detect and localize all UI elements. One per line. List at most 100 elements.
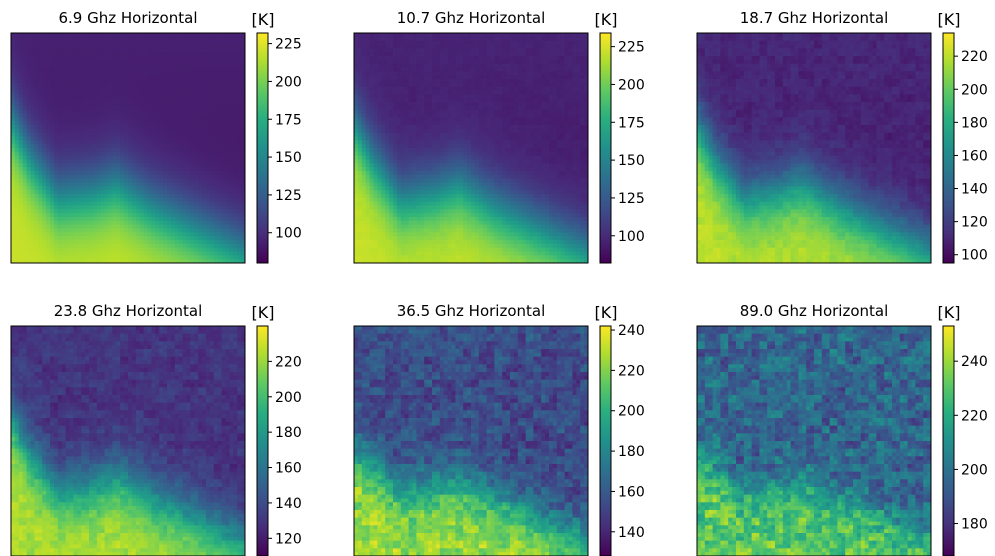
heatmap-cell	[396, 44, 402, 49]
heatmap-cell	[120, 75, 125, 80]
heatmap-cell	[159, 220, 164, 226]
heatmap-cell	[381, 75, 386, 80]
heatmap-cell	[139, 243, 145, 249]
heatmap-cell	[209, 220, 215, 226]
heatmap-cell	[186, 186, 191, 191]
heatmap-cell	[77, 136, 82, 141]
heatmap-cell	[167, 213, 172, 218]
heatmap-cell	[116, 128, 121, 134]
heatmap-cell	[393, 33, 398, 38]
heatmap-cell	[525, 90, 531, 95]
heatmap-cell	[30, 197, 35, 203]
heatmap-cell	[57, 79, 63, 84]
heatmap-cell	[11, 56, 16, 61]
heatmap-cell	[120, 255, 125, 260]
heatmap-cell	[147, 148, 152, 153]
heatmap-cell	[167, 113, 172, 118]
heatmap-cell	[490, 59, 495, 65]
heatmap-cell	[34, 128, 39, 134]
heatmap-cell	[354, 102, 359, 107]
heatmap-cell	[34, 144, 39, 149]
heatmap-cell	[151, 67, 156, 72]
heatmap-cell	[494, 36, 499, 42]
heatmap-cell	[92, 109, 98, 115]
heatmap-cell	[186, 255, 191, 260]
heatmap-cell	[167, 79, 172, 84]
heatmap-cell	[420, 36, 425, 42]
heatmap-cell	[42, 171, 47, 176]
heatmap-cell	[217, 63, 223, 69]
heatmap-cell	[104, 71, 110, 76]
heatmap-cell	[435, 63, 441, 69]
heatmap-cell	[416, 79, 421, 84]
heatmap-cell	[525, 59, 531, 65]
heatmap-cell	[381, 90, 386, 95]
heatmap-cell	[478, 67, 484, 72]
heatmap-cell	[42, 36, 47, 42]
heatmap-cell	[432, 71, 437, 76]
heatmap-cell	[182, 113, 188, 118]
heatmap-cell	[459, 67, 464, 72]
heatmap-cell	[225, 136, 230, 141]
heatmap-cell	[57, 213, 63, 218]
heatmap-cell	[73, 255, 78, 260]
heatmap-cell	[46, 48, 51, 53]
heatmap-cell	[34, 217, 39, 222]
heatmap-cell	[96, 33, 102, 38]
heatmap-cell	[225, 67, 230, 72]
heatmap-cell	[116, 155, 121, 161]
heatmap-cell	[467, 117, 472, 122]
heatmap-cell	[26, 232, 32, 237]
heatmap-cell	[96, 71, 102, 76]
heatmap-cell	[65, 79, 71, 84]
heatmap-cell	[467, 56, 472, 61]
heatmap-cell	[396, 52, 402, 57]
heatmap-cell	[510, 82, 515, 88]
heatmap-cell	[11, 121, 16, 126]
heatmap-cell	[190, 220, 195, 226]
heatmap-cell	[92, 71, 98, 76]
heatmap-cell	[11, 102, 16, 107]
heatmap-cell	[143, 56, 149, 61]
heatmap-cell	[510, 59, 515, 65]
heatmap-cell	[576, 56, 581, 61]
heatmap-cell	[104, 90, 110, 95]
heatmap-cell	[576, 94, 581, 99]
heatmap-cell	[560, 71, 566, 76]
heatmap-cell	[96, 132, 102, 138]
heatmap-cell	[190, 82, 195, 88]
heatmap-cell	[22, 247, 28, 253]
heatmap-cell	[572, 33, 577, 38]
heatmap-cell	[163, 102, 168, 107]
heatmap-cell	[213, 136, 219, 141]
heatmap-cell	[182, 82, 188, 88]
heatmap-cell	[42, 159, 47, 164]
heatmap-cell	[143, 236, 149, 241]
heatmap-cell	[190, 113, 195, 118]
heatmap-cell	[241, 224, 245, 230]
heatmap-cell	[498, 33, 503, 38]
heatmap-cell	[389, 109, 394, 115]
heatmap-cell	[46, 171, 51, 176]
heatmap-cell	[46, 136, 51, 141]
heatmap-cell	[116, 33, 121, 38]
heatmap-cell	[213, 102, 219, 107]
heatmap-cell	[34, 236, 39, 241]
heatmap-cell	[213, 59, 219, 65]
heatmap-cell	[112, 205, 117, 210]
heatmap-cell	[100, 174, 106, 180]
heatmap-cell	[186, 98, 191, 103]
heatmap-cell	[89, 178, 94, 184]
heatmap-cell	[73, 228, 78, 233]
heatmap-cell	[471, 36, 476, 42]
heatmap-cell	[198, 86, 203, 92]
heatmap-cell	[69, 255, 74, 260]
heatmap-cell	[393, 67, 398, 72]
heatmap-cell	[194, 140, 199, 145]
heatmap-cell	[139, 121, 145, 126]
heatmap-cell	[580, 44, 585, 49]
heatmap-cell	[26, 213, 32, 218]
heatmap-cell	[541, 105, 546, 111]
heatmap-cell	[50, 59, 55, 65]
heatmap-cell	[478, 52, 484, 57]
